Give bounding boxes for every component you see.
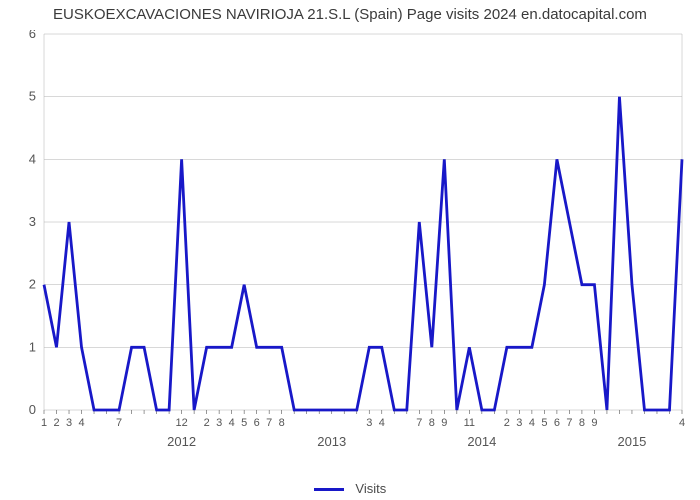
svg-text:8: 8 [579, 417, 585, 429]
svg-text:2012: 2012 [167, 434, 196, 449]
svg-text:3: 3 [516, 417, 522, 429]
svg-text:11: 11 [464, 417, 475, 429]
svg-text:7: 7 [116, 417, 122, 429]
svg-text:1: 1 [29, 339, 36, 354]
svg-text:6: 6 [554, 417, 560, 429]
svg-text:3: 3 [66, 417, 72, 429]
legend-label: Visits [355, 481, 386, 496]
svg-text:2: 2 [204, 417, 210, 429]
svg-text:7: 7 [566, 417, 572, 429]
svg-text:9: 9 [441, 417, 447, 429]
svg-text:4: 4 [679, 417, 685, 429]
legend-swatch [314, 488, 344, 491]
svg-text:7: 7 [266, 417, 272, 429]
svg-text:7: 7 [416, 417, 422, 429]
svg-text:2015: 2015 [617, 434, 646, 449]
svg-text:4: 4 [229, 417, 235, 429]
svg-text:5: 5 [29, 89, 36, 104]
svg-text:4: 4 [529, 417, 535, 429]
svg-text:3: 3 [29, 214, 36, 229]
svg-text:5: 5 [541, 417, 547, 429]
svg-text:6: 6 [254, 417, 260, 429]
svg-text:3: 3 [216, 417, 222, 429]
svg-text:6: 6 [29, 30, 36, 41]
svg-text:2: 2 [504, 417, 510, 429]
svg-text:8: 8 [279, 417, 285, 429]
svg-text:2: 2 [29, 277, 36, 292]
svg-text:2013: 2013 [317, 434, 346, 449]
legend: Visits [0, 481, 700, 496]
svg-text:12: 12 [175, 417, 187, 429]
svg-text:3: 3 [366, 417, 372, 429]
chart-title: EUSKOEXCAVACIONES NAVIRIOJA 21.S.L (Spai… [0, 6, 700, 23]
svg-text:4: 4 [379, 417, 385, 429]
svg-text:1: 1 [41, 417, 47, 429]
svg-text:2014: 2014 [467, 434, 496, 449]
svg-text:4: 4 [29, 151, 36, 166]
svg-text:9: 9 [591, 417, 597, 429]
svg-text:2: 2 [53, 417, 59, 429]
line-chart-svg: 0123456123471223456783478911234567894201… [10, 30, 690, 470]
svg-text:4: 4 [78, 417, 84, 429]
svg-text:5: 5 [241, 417, 247, 429]
svg-text:0: 0 [29, 402, 36, 417]
chart-area: 0123456123471223456783478911234567894201… [10, 30, 690, 470]
svg-text:8: 8 [429, 417, 435, 429]
